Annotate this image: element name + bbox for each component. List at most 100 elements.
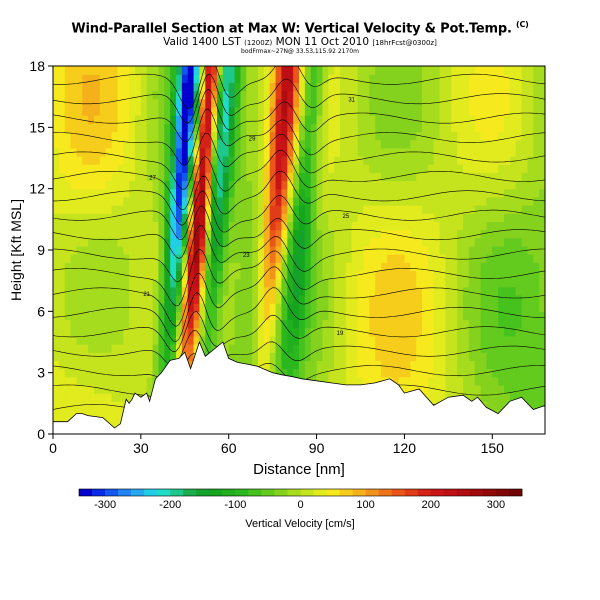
velocity-cell (222, 262, 230, 272)
velocity-cell (252, 360, 259, 370)
velocity-cell (234, 98, 242, 108)
velocity-cell (363, 335, 370, 345)
velocity-cell (451, 262, 458, 272)
velocity-cell (492, 335, 499, 345)
velocity-cell (152, 278, 160, 288)
velocity-cell (252, 254, 259, 263)
velocity-cell (504, 229, 511, 239)
velocity-cell (94, 270, 101, 280)
velocity-cell (445, 180, 452, 190)
velocity-cell (293, 335, 300, 345)
velocity-cell (328, 123, 335, 133)
velocity-cell (58, 82, 66, 92)
velocity-cell (287, 205, 294, 214)
velocity-cell (228, 335, 236, 345)
velocity-cell (176, 82, 183, 92)
velocity-cell (228, 344, 236, 353)
velocity-cell (123, 74, 130, 83)
velocity-cell (193, 188, 201, 198)
velocity-cell (217, 188, 224, 198)
velocity-cell (445, 82, 452, 92)
velocity-cell (88, 180, 95, 190)
velocity-cell (381, 237, 388, 247)
velocity-cell (539, 180, 545, 190)
velocity-cell (117, 319, 124, 329)
velocity-cell (269, 164, 277, 173)
velocity-cell (328, 368, 335, 378)
velocity-cell (439, 335, 447, 345)
velocity-cell (293, 221, 300, 231)
velocity-cell (123, 164, 130, 173)
velocity-cell (363, 115, 370, 124)
velocity-cell (445, 115, 452, 124)
velocity-cell (181, 294, 189, 304)
velocity-cell (217, 180, 224, 190)
velocity-cell (527, 262, 534, 272)
velocity-cell (158, 131, 165, 141)
velocity-cell (322, 147, 329, 157)
velocity-cell (328, 106, 335, 116)
velocity-cell (176, 147, 183, 157)
velocity-cell (340, 327, 347, 337)
velocity-cell (293, 139, 300, 149)
velocity-cell (498, 188, 505, 198)
velocity-cell (422, 123, 429, 133)
velocity-cell (88, 286, 95, 296)
velocity-cell (498, 344, 505, 353)
velocity-cell (369, 376, 376, 386)
velocity-cell (539, 155, 545, 165)
velocity-cell (205, 131, 212, 141)
velocity-cell (422, 229, 429, 239)
velocity-cell (427, 90, 435, 100)
velocity-cell (357, 147, 365, 157)
velocity-cell (181, 106, 189, 116)
velocity-cell (252, 172, 259, 182)
velocity-cell (439, 98, 447, 108)
velocity-cell (340, 335, 347, 345)
velocity-cell (211, 237, 218, 247)
velocity-cell (164, 98, 171, 108)
velocity-cell (316, 188, 324, 198)
velocity-cell (152, 335, 160, 345)
velocity-cell (170, 245, 177, 255)
velocity-cell (88, 123, 95, 133)
velocity-cell (351, 188, 359, 198)
velocity-cell (117, 327, 124, 337)
velocity-cell (539, 294, 545, 304)
velocity-cell (404, 205, 411, 214)
velocity-cell (304, 82, 312, 92)
velocity-cell (135, 311, 142, 321)
velocity-cell (105, 270, 113, 280)
velocity-cell (217, 262, 224, 272)
velocity-cell (433, 303, 441, 312)
velocity-cell (392, 262, 400, 272)
velocity-cell (480, 147, 488, 157)
velocity-cell (498, 164, 505, 173)
velocity-cell (316, 335, 324, 345)
velocity-cell (53, 164, 60, 173)
velocity-cell (392, 213, 400, 222)
velocity-cell (222, 245, 230, 255)
velocity-cell (176, 139, 183, 149)
velocity-cell (140, 172, 148, 182)
velocity-cell (328, 360, 335, 370)
velocity-cell (328, 278, 335, 288)
velocity-cell (123, 270, 130, 280)
velocity-cell (123, 344, 130, 353)
velocity-cell (99, 303, 107, 312)
velocity-cell (410, 327, 417, 337)
velocity-cell (468, 286, 476, 296)
velocity-cell (263, 294, 271, 304)
velocity-cell (240, 82, 247, 92)
velocity-cell (258, 139, 265, 149)
velocity-cell (222, 286, 230, 296)
velocity-cell (222, 278, 230, 288)
velocity-cell (99, 335, 107, 345)
velocity-cell (94, 278, 101, 288)
velocity-cell (363, 294, 370, 304)
velocity-cell (386, 286, 394, 296)
velocity-cell (539, 327, 545, 337)
velocity-cell (281, 254, 288, 263)
velocity-cell (445, 164, 452, 173)
velocity-cell (410, 229, 417, 239)
